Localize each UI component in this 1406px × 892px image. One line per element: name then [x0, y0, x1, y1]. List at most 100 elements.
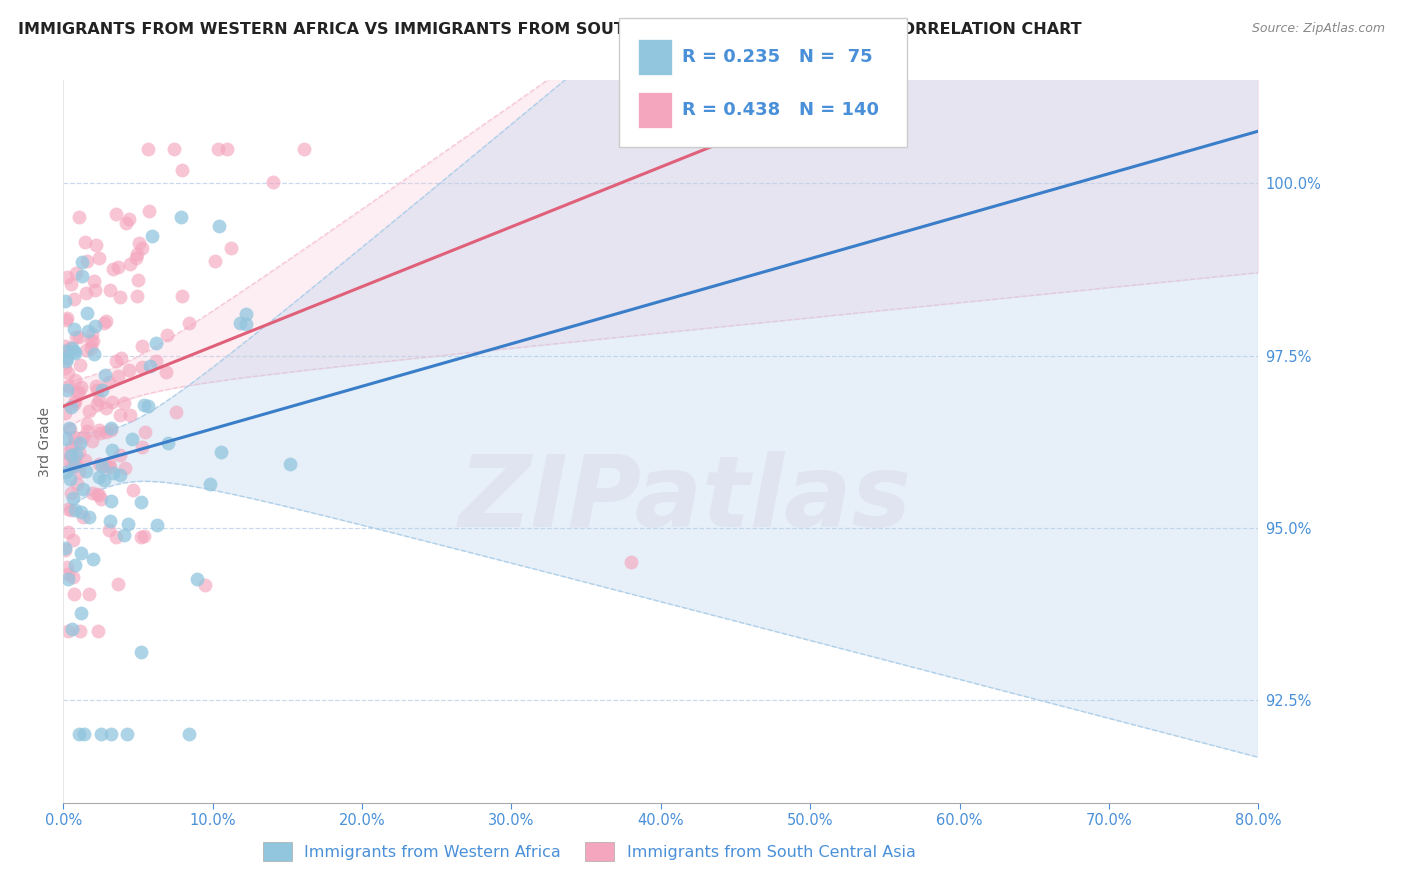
Point: [63, 459, 86, 474]
Point: [98, 460, 121, 475]
Point: [63, 292, 86, 306]
Point: [56, 446, 79, 460]
Point: [67, 210, 90, 224]
Point: [120, 257, 142, 271]
Point: [53, 543, 76, 558]
Point: [73, 235, 96, 249]
Point: [235, 317, 257, 331]
Point: [67, 465, 90, 479]
Point: [170, 163, 193, 178]
Point: [63, 587, 86, 601]
Point: [93, 368, 115, 382]
Point: [55, 361, 77, 376]
Point: [60, 448, 83, 462]
Point: [76, 324, 98, 338]
Point: [60, 622, 83, 636]
Point: [56, 269, 79, 284]
Point: [118, 363, 141, 377]
Point: [77, 403, 100, 417]
Point: [98, 514, 121, 528]
Point: [87, 392, 110, 407]
Point: [86, 397, 108, 411]
Point: [100, 727, 122, 741]
Point: [65, 373, 87, 387]
Point: [56, 366, 79, 380]
Point: [77, 510, 100, 524]
Point: [208, 219, 231, 233]
Point: [90, 458, 112, 473]
Point: [89, 457, 111, 471]
Point: [89, 425, 111, 440]
Point: [60, 502, 83, 516]
Legend: Immigrants from Western Africa, Immigrants from South Central Asia: Immigrants from Western Africa, Immigran…: [256, 836, 922, 867]
Point: [131, 360, 153, 375]
Point: [60, 342, 83, 356]
Point: [63, 345, 86, 359]
Point: [69, 505, 91, 519]
Point: [67, 445, 90, 459]
Point: [77, 587, 100, 601]
Point: [56, 566, 79, 581]
Point: [105, 354, 128, 368]
Point: [620, 555, 643, 569]
Point: [70, 606, 93, 620]
Point: [58, 421, 80, 435]
Point: [136, 142, 159, 156]
Point: [76, 306, 98, 320]
Point: [94, 401, 117, 415]
Point: [129, 645, 152, 659]
Point: [114, 460, 136, 475]
Point: [101, 466, 124, 480]
Point: [87, 423, 110, 437]
Point: [70, 546, 93, 560]
Point: [112, 528, 135, 542]
Point: [63, 343, 86, 358]
Point: [145, 354, 167, 368]
Point: [141, 229, 163, 244]
Point: [56, 383, 79, 397]
Point: [83, 274, 105, 288]
Point: [84, 318, 107, 333]
Point: [73, 727, 96, 741]
Point: [100, 493, 122, 508]
Point: [65, 447, 87, 461]
Point: [125, 247, 148, 261]
Point: [194, 578, 217, 592]
Point: [114, 395, 136, 409]
Point: [65, 330, 87, 344]
Point: [117, 727, 139, 741]
Point: [62, 533, 84, 548]
Point: [156, 327, 179, 342]
Point: [87, 488, 110, 502]
Point: [66, 384, 89, 399]
Text: Source: ZipAtlas.com: Source: ZipAtlas.com: [1251, 22, 1385, 36]
Point: [82, 552, 104, 566]
Point: [97, 375, 120, 389]
Point: [56, 572, 79, 586]
Text: ZIPatlas: ZIPatlas: [458, 450, 911, 548]
Point: [75, 463, 97, 477]
Point: [62, 570, 84, 584]
Point: [56, 501, 79, 516]
Point: [94, 314, 117, 328]
Point: [209, 444, 232, 458]
Point: [132, 529, 155, 543]
Text: IMMIGRANTS FROM WESTERN AFRICA VS IMMIGRANTS FROM SOUTH CENTRAL ASIA 3RD GRADE C: IMMIGRANTS FROM WESTERN AFRICA VS IMMIGR…: [18, 22, 1081, 37]
Point: [82, 434, 104, 448]
Point: [132, 398, 155, 412]
Point: [108, 290, 131, 304]
Point: [70, 254, 93, 268]
Point: [292, 142, 315, 156]
Point: [204, 254, 226, 268]
Point: [87, 624, 110, 638]
Point: [262, 175, 284, 189]
Point: [157, 435, 180, 450]
Point: [215, 142, 238, 156]
Point: [110, 351, 132, 365]
Point: [53, 453, 76, 467]
Point: [118, 408, 141, 422]
Point: [207, 142, 229, 156]
Point: [155, 365, 177, 379]
Point: [63, 503, 86, 517]
Y-axis label: 3rd Grade: 3rd Grade: [38, 407, 52, 476]
